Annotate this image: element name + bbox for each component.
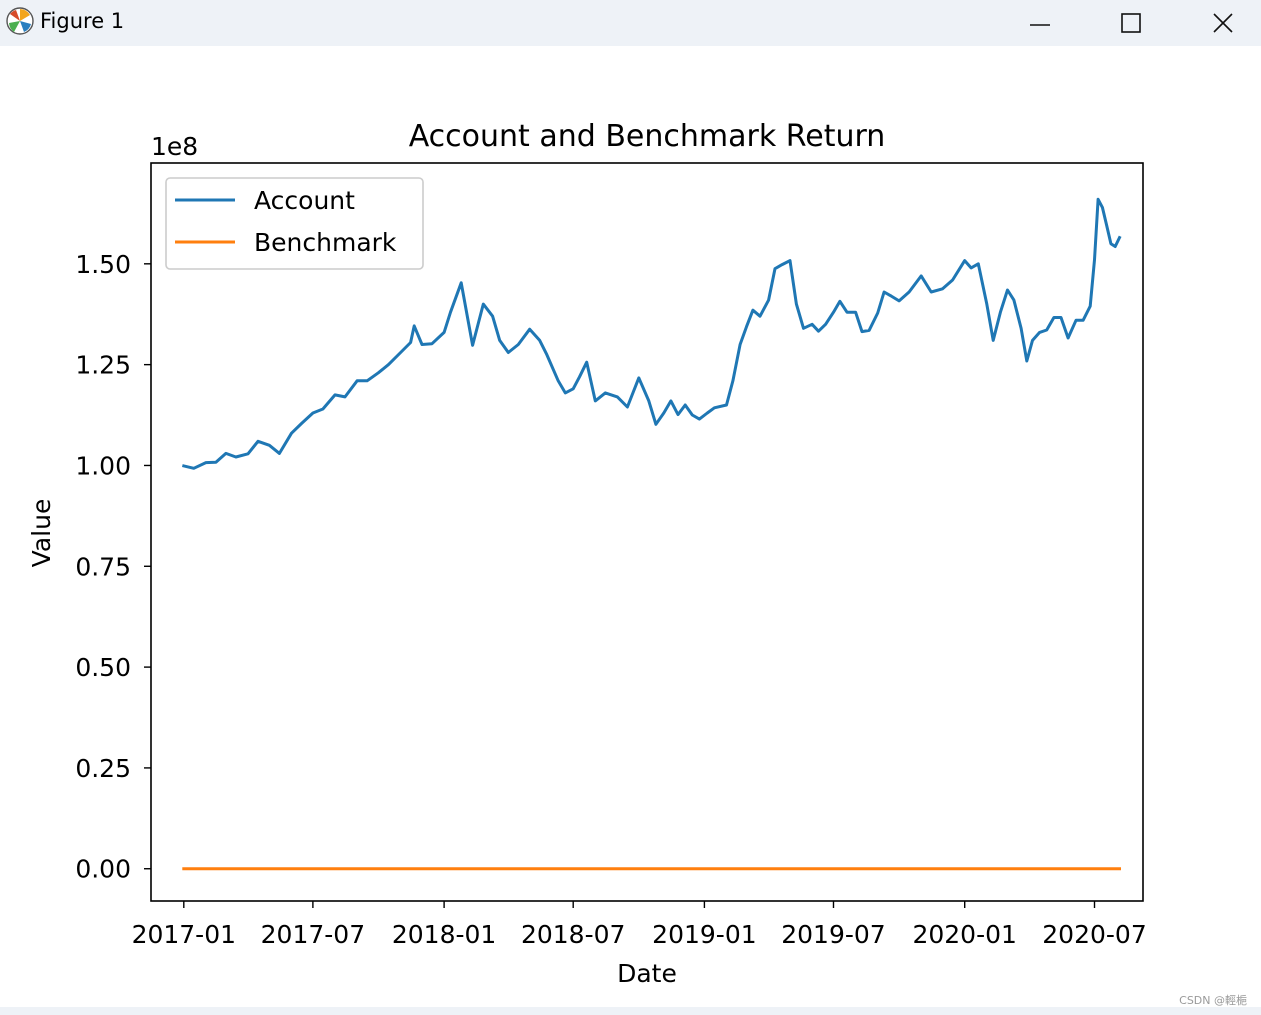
y-tick-label: 0.00 — [75, 855, 131, 884]
series-line-account — [181, 197, 1122, 470]
x-axis-label: Date — [617, 959, 677, 988]
legend-label: Benchmark — [254, 228, 397, 257]
minimize-icon — [1030, 24, 1050, 26]
x-tick-label: 2019-01 — [652, 920, 756, 949]
maximize-icon — [1121, 13, 1141, 33]
chart-canvas: Account and Benchmark Return 1e8 Date Va… — [27, 119, 1147, 988]
matplotlib-logo-icon — [6, 7, 34, 35]
window-title: Figure 1 — [40, 9, 125, 33]
x-tick-label: 2018-01 — [392, 920, 496, 949]
y-tick-label: 0.25 — [75, 754, 131, 783]
y-tick-label: 1.50 — [75, 250, 131, 279]
y-axis-offset-label: 1e8 — [151, 132, 198, 161]
watermark: CSDN @輕梔 — [1179, 994, 1247, 1007]
y-tick-label: 0.75 — [75, 552, 131, 581]
close-icon — [1213, 13, 1233, 33]
maximize-button[interactable] — [1096, 0, 1166, 46]
chart-title: Account and Benchmark Return — [409, 119, 886, 154]
close-button[interactable] — [1188, 0, 1258, 46]
y-tick-label: 0.50 — [75, 653, 131, 682]
x-tick-label: 2020-01 — [912, 920, 1016, 949]
window-titlebar: Figure 1 — [0, 0, 1261, 46]
x-tick-label: 2017-01 — [132, 920, 236, 949]
x-tick-label: 2020-07 — [1042, 920, 1146, 949]
legend: Account Benchmark — [165, 177, 424, 270]
minimize-button[interactable] — [1005, 0, 1075, 46]
x-tick-label: 2018-07 — [521, 920, 625, 949]
plot-frame — [150, 162, 1144, 902]
y-tick-label: 1.00 — [75, 451, 131, 480]
y-tick-label: 1.25 — [75, 351, 131, 380]
window-bottom-edge — [0, 1007, 1261, 1015]
x-tick-label: 2017-07 — [261, 920, 365, 949]
x-tick-label: 2019-07 — [781, 920, 885, 949]
legend-label: Account — [254, 186, 355, 215]
y-axis-label: Value — [27, 499, 56, 568]
